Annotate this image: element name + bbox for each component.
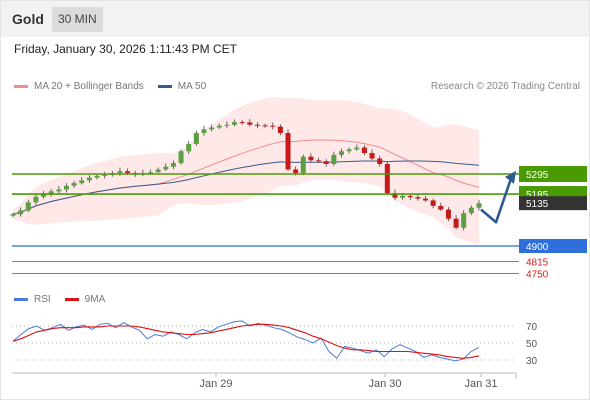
candle [79, 180, 85, 184]
candle [163, 166, 169, 170]
candle [415, 197, 421, 199]
pivot-label: 4900 [526, 242, 549, 253]
candle [209, 127, 215, 130]
legend-ma20-label: MA 20 + Bollinger Bands [34, 81, 144, 92]
candle [239, 122, 245, 124]
candle [63, 185, 69, 190]
candle [445, 209, 451, 219]
candle [430, 200, 436, 206]
candle [25, 202, 31, 211]
candle [277, 126, 283, 133]
x-tick-label: Jan 29 [199, 378, 232, 390]
candle [423, 198, 429, 201]
candle [476, 203, 482, 208]
candle [56, 189, 62, 192]
candle [41, 194, 47, 197]
candle [468, 207, 474, 214]
rsi-ma-line [12, 323, 480, 359]
rsi-tick-50: 50 [526, 339, 538, 350]
candle [201, 129, 207, 133]
candle [369, 153, 375, 159]
candle [102, 174, 108, 176]
ma50-swatch-icon [157, 85, 172, 88]
candle [270, 125, 276, 127]
candle [323, 161, 329, 164]
x-tick-label: Jan 31 [464, 378, 497, 390]
rsi-tick-70: 70 [526, 322, 538, 333]
candle [316, 160, 322, 162]
candle [262, 125, 268, 127]
candle [232, 122, 238, 125]
candle [216, 125, 222, 128]
candle [148, 172, 154, 174]
level-label-5295: 5295 [526, 170, 549, 181]
last-price-label: 5135 [526, 199, 549, 210]
candle [254, 124, 260, 126]
rsi-legend: RSI 9MA [14, 294, 105, 305]
candle [407, 195, 413, 198]
time-axis: Jan 29 Jan 30 Jan 31 [12, 372, 517, 390]
copyright-notice: Research © 2026 Trading Central [430, 81, 580, 92]
candle [193, 132, 199, 144]
pivot-tag [519, 239, 587, 253]
candle [308, 156, 314, 161]
candle [354, 147, 360, 150]
candle [71, 183, 77, 186]
candle [400, 195, 406, 198]
candle [48, 191, 54, 195]
candle [86, 177, 92, 181]
candle [178, 151, 184, 164]
rsi-swatch-icon [14, 298, 28, 301]
candle [155, 169, 161, 173]
candle [384, 163, 390, 194]
candle [224, 124, 230, 126]
candle [293, 169, 299, 174]
legend-rsi-ma-label: 9MA [84, 294, 106, 305]
projection-arrow [480, 178, 513, 224]
last-price-tag [519, 196, 587, 211]
target-label-4750: 4750 [526, 269, 549, 280]
candle [18, 210, 24, 215]
candle [377, 158, 383, 164]
rsi-tick-30: 30 [526, 356, 538, 367]
arrow-head-icon [505, 170, 516, 184]
candle [361, 147, 367, 154]
legend-ma50-label: MA 50 [177, 81, 207, 92]
level-label-5185: 5185 [526, 190, 549, 201]
candle [94, 175, 100, 178]
candle [170, 163, 176, 167]
rsi-ma-swatch-icon [64, 298, 79, 301]
candle [117, 171, 123, 174]
ma20-swatch-icon [14, 85, 28, 88]
candle [346, 149, 352, 152]
candle [392, 193, 398, 198]
candle [438, 205, 444, 210]
rsi-line [12, 320, 480, 362]
target-label-4815: 4815 [526, 257, 549, 268]
candle [186, 143, 192, 152]
price-legend: MA 20 + Bollinger Bands MA 50 [14, 81, 206, 92]
legend-rsi-label: RSI [34, 294, 51, 305]
rsi-panel: 30 50 70 [12, 320, 538, 367]
candle [461, 213, 467, 228]
candle [10, 214, 16, 216]
candle [285, 132, 291, 170]
bollinger-band [13, 97, 479, 245]
timeframe-badge[interactable]: 30 MIN [52, 7, 103, 32]
ma50-line [12, 160, 480, 215]
candle [125, 171, 131, 174]
chart-datetime: Friday, January 30, 2026 1:11:43 PM CET [14, 42, 238, 56]
candle [300, 156, 306, 174]
candle [331, 154, 337, 164]
candle [247, 122, 253, 125]
x-tick-label: Jan 30 [368, 378, 401, 390]
candle [338, 151, 344, 155]
candle [453, 218, 459, 228]
asset-title: Gold [12, 11, 44, 27]
candle [33, 196, 39, 203]
level-tag-5295 [519, 166, 587, 182]
